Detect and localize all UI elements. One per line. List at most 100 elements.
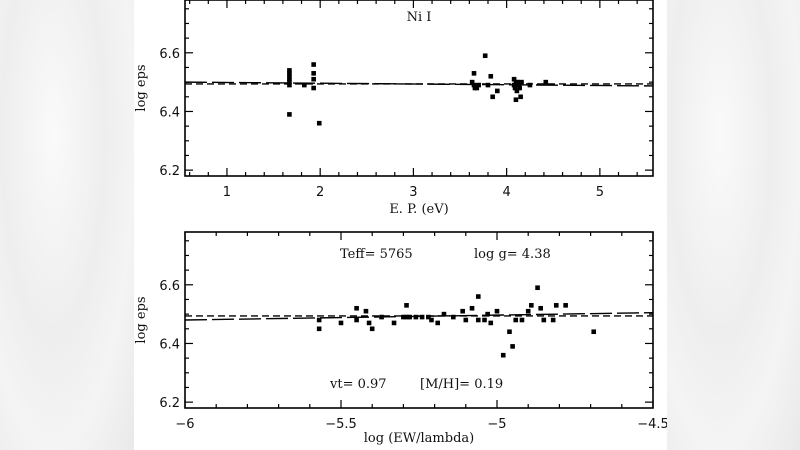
data-point	[311, 71, 316, 76]
bottom-data-points	[316, 285, 597, 358]
long-dash-line	[184, 311, 654, 321]
top-data-points	[287, 53, 549, 126]
data-point	[426, 314, 431, 320]
data-point	[543, 79, 549, 85]
data-point	[511, 82, 517, 88]
top-fit-lines	[184, 81, 654, 87]
data-point	[404, 314, 409, 320]
data-point	[515, 79, 521, 85]
data-point	[471, 71, 477, 76]
top-axes-frame	[184, 0, 654, 177]
data-point	[419, 314, 425, 320]
data-point	[553, 303, 559, 308]
data-point	[490, 94, 495, 100]
data-point	[482, 53, 488, 59]
bottom-tick-labels: −6 −5.5 −5 −4.5 6.2 6.4 6.6	[159, 279, 667, 432]
x-tick-label: −4.5	[637, 417, 667, 432]
data-point	[287, 71, 292, 76]
bottom-axes-frame	[184, 231, 654, 409]
data-point	[482, 317, 487, 323]
bottom-xlabel: log (EW/lambda)	[364, 431, 474, 446]
data-point	[287, 112, 292, 117]
annotation-vt: vt= 0.97	[329, 377, 387, 392]
data-point	[516, 82, 522, 88]
data-point	[369, 326, 375, 332]
long-dash-line	[184, 81, 654, 87]
data-point	[476, 82, 481, 88]
x-tick-label: 5	[596, 185, 604, 200]
data-point	[511, 76, 517, 82]
figure-canvas: 1 2 3 4 5 6.2 6.4 6.6 Ni I E. P. (eV) log eps −…	[134, 0, 667, 446]
annotation-teff: Teff= 5765	[340, 247, 413, 262]
data-point	[488, 73, 494, 79]
plot-frame	[184, 0, 654, 177]
data-point	[311, 62, 316, 67]
data-point	[519, 79, 524, 85]
data-point	[354, 317, 359, 323]
data-point	[460, 308, 465, 314]
data-point	[463, 317, 469, 323]
data-point	[469, 79, 475, 85]
data-point	[311, 76, 316, 82]
data-point	[474, 85, 480, 91]
y-tick-label: 6.6	[159, 47, 180, 62]
data-point	[529, 303, 534, 308]
data-point	[527, 82, 533, 88]
annotation-mh: [M/H]= 0.19	[420, 377, 503, 392]
x-tick-label: 2	[316, 185, 324, 200]
x-tick-label: 4	[502, 185, 510, 200]
x-tick-label: −6	[175, 417, 194, 432]
data-point	[451, 314, 456, 320]
data-point	[591, 329, 597, 335]
data-point	[495, 88, 500, 94]
data-point	[363, 308, 369, 314]
plot-frame	[184, 231, 654, 409]
data-point	[518, 94, 523, 100]
data-point	[519, 317, 525, 323]
data-point	[469, 305, 475, 311]
data-point	[475, 317, 481, 323]
data-point	[513, 317, 519, 323]
data-point	[404, 303, 409, 308]
data-point	[401, 314, 406, 320]
data-point	[435, 320, 441, 326]
data-point	[525, 308, 531, 314]
top-annotation-species: Ni I	[407, 10, 432, 25]
data-point	[287, 76, 292, 82]
data-point	[550, 317, 556, 323]
data-point	[512, 85, 518, 91]
data-point	[517, 85, 522, 91]
data-point	[513, 97, 519, 103]
data-point	[379, 314, 384, 320]
x-tick-label: −5.5	[325, 417, 357, 432]
y-tick-label: 6.6	[159, 279, 180, 294]
data-point	[316, 120, 322, 126]
top-xlabel: E. P. (eV)	[389, 202, 448, 217]
data-point	[413, 314, 419, 320]
data-point	[287, 73, 292, 79]
data-point	[429, 317, 434, 323]
data-point	[471, 82, 477, 88]
data-point	[316, 326, 322, 332]
y-tick-label: 6.4	[159, 105, 180, 120]
data-point	[541, 317, 547, 323]
bottom-panel: −6 −5.5 −5 −4.5 6.2 6.4 6.6 Teff= 5765 log g= …	[134, 231, 667, 446]
data-point	[507, 329, 512, 335]
y-tick-label: 6.2	[159, 396, 180, 411]
data-point	[514, 88, 520, 94]
data-point	[287, 68, 292, 73]
data-point	[354, 305, 359, 311]
bottom-fit-lines	[184, 311, 654, 321]
annotation-logg: log g= 4.38	[474, 247, 551, 262]
data-point	[366, 320, 372, 326]
data-point	[287, 82, 292, 88]
data-point	[563, 303, 568, 308]
figure-page: 1 2 3 4 5 6.2 6.4 6.6 Ni I E. P. (eV) log eps −…	[134, 0, 667, 450]
data-point	[488, 320, 494, 326]
data-point	[407, 314, 412, 320]
data-point	[485, 311, 490, 317]
data-point	[311, 85, 316, 91]
x-tick-label: 1	[223, 185, 231, 200]
data-point	[494, 308, 500, 314]
data-point	[538, 305, 543, 311]
